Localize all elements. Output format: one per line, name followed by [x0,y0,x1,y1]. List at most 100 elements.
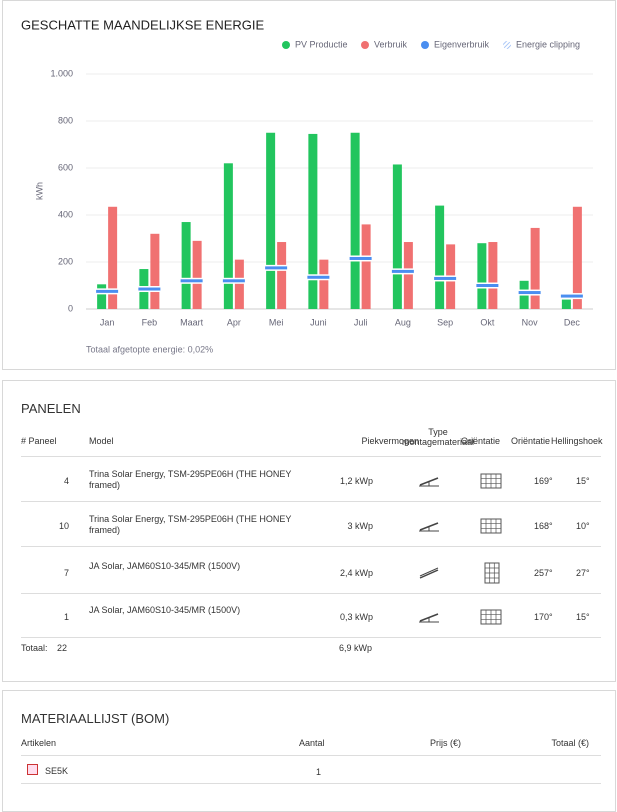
column-header: Aantal [299,738,325,748]
panel-azimuth: 257° [534,568,553,578]
bar [108,206,118,309]
bar [477,243,487,309]
item-name: SE5K [45,766,69,776]
icon [480,518,502,534]
bar [350,132,360,309]
icon [480,609,502,625]
x-tick-label: Mei [269,317,284,327]
x-tick-label: Aug [395,317,411,327]
row-line [21,501,601,502]
icon [419,567,439,579]
panel-power: 0,3 kWp [339,612,373,622]
self-use-marker-line [434,276,457,280]
legend-swatch [503,41,511,49]
x-tick-label: Jan [100,317,115,327]
x-tick-label: Maart [180,317,204,327]
header-line [21,456,601,457]
x-tick-label: Juni [310,317,327,327]
column-header: Type montagemateriaal [401,427,475,447]
bar [572,206,582,309]
bar [97,284,107,309]
icon [419,613,439,623]
bom-card: MATERIAALLIJST (BOM) Artikelen Aantal Prij… [2,690,616,812]
panel-tilt: 15° [576,612,590,622]
item-icon [27,764,38,775]
bar [403,242,413,309]
legend-label: Energie clipping [516,39,580,49]
self-use-marker-line [180,279,203,283]
self-use-marker-line [307,275,330,279]
panels-card: PANELEN # Paneel Model Piekvermogen Type mo… [2,380,616,682]
x-tick-label: Juli [354,317,368,327]
legend-label: PV Productie [295,39,348,49]
panel-tilt: 10° [576,521,590,531]
y-tick-label: 0 [68,303,73,313]
x-tick-label: Nov [522,317,539,327]
bar [435,205,445,309]
x-tick-label: Okt [480,317,495,327]
item-qty: 1 [316,767,322,777]
self-use-marker-line [560,294,583,298]
panel-power: 1,2 kWp [339,476,373,486]
bar [181,222,191,309]
bar [192,240,202,309]
legend-label: Eigenverbruik [434,39,490,49]
x-tick-label: Apr [227,317,241,327]
panel-count: 4 [63,476,69,486]
y-tick-label: 1.000 [50,68,73,78]
legend-swatch [361,41,369,49]
icon [419,477,439,487]
note: Totaal afgetopte energie: 0,02% [86,344,213,354]
panel-model: JA Solar, JAM60S10-345/MR (1500V) [89,561,241,571]
total-label: Totaal: [21,643,48,653]
icon [419,522,439,532]
chart-card: GESCHATTE MAANDELIJKSE ENERGIE kWh Totaa… [2,0,616,370]
bar [223,163,233,309]
column-header: Model [89,436,114,446]
self-use-marker-line [96,289,119,293]
row-line [21,593,601,594]
row-line [21,783,601,784]
panel-power: 3 kWp [347,521,373,531]
bar [277,242,287,309]
column-header: Totaal (€) [551,738,589,748]
x-tick-label: Sep [437,317,453,327]
chart: GESCHATTE MAANDELIJKSE ENERGIE kWh Totaa… [21,17,593,354]
y-axis-label: kWh [34,182,44,200]
bar [530,227,540,309]
x-tick-label: Feb [142,317,158,327]
column-header: # Paneel [21,436,57,446]
panel-count: 10 [58,521,69,531]
bar [488,242,498,309]
icon [484,562,500,584]
bar [361,224,371,309]
legend-swatch [282,41,290,49]
icon [480,473,502,489]
row-line [21,637,601,638]
bar [392,164,402,309]
panel-model: Trina Solar Energy, TSM-295PE06H (THE HO… [89,514,292,535]
column-header: Prijs (€) [430,738,461,748]
self-use-marker-line [476,284,499,287]
total-count: 22 [57,643,68,653]
y-tick-label: 800 [58,115,73,125]
panel-power: 2,4 kWp [339,568,373,578]
panel-tilt: 15° [576,476,590,486]
panel-model: JA Solar, JAM60S10-345/MR (1500V) [89,605,241,615]
bar [266,132,276,309]
self-use-marker-line [349,256,372,260]
column-header: Piekvermogen [361,436,419,446]
legend-label: Verbruik [374,39,408,49]
bar [308,133,318,309]
chart-title: GESCHATTE MAANDELIJKSE ENERGIE [21,17,265,32]
panel-azimuth: 168° [534,521,553,531]
bar [561,299,571,309]
panel-model: Trina Solar Energy, TSM-295PE06H (THE HO… [89,469,292,490]
x-tick-label: Dec [564,317,581,327]
total-power: 6,9 kWp [339,643,373,653]
column-header: Artikelen [21,738,57,748]
self-use-marker-line [138,287,161,291]
panel-azimuth: 170° [534,612,553,622]
column-header: Oriëntatie [461,436,501,446]
panel-count: 1 [63,612,69,622]
